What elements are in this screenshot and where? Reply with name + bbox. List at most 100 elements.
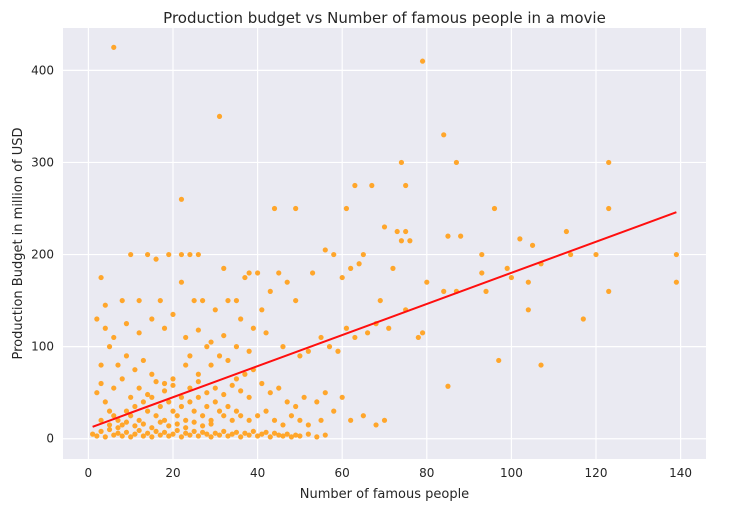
data-point <box>254 413 261 419</box>
data-point <box>136 385 142 391</box>
data-point <box>297 353 303 359</box>
data-point <box>94 390 100 396</box>
data-point <box>293 205 299 212</box>
data-point <box>517 236 523 242</box>
data-point <box>145 251 151 258</box>
x-tick-labels: 0 20 40 60 80 100 120 140 <box>85 466 693 480</box>
data-point <box>212 430 218 436</box>
data-point <box>132 403 138 410</box>
data-point <box>199 297 206 304</box>
data-point <box>305 422 311 428</box>
data-point <box>263 330 269 336</box>
data-point <box>276 385 282 391</box>
data-point <box>195 379 201 385</box>
fit-line-group <box>92 211 677 428</box>
data-point <box>157 419 163 425</box>
data-point <box>128 394 134 400</box>
data-point <box>360 413 366 419</box>
data-points <box>90 44 679 440</box>
data-point <box>233 408 240 414</box>
data-point <box>271 205 278 212</box>
data-point <box>102 325 108 331</box>
data-point <box>318 417 324 423</box>
data-point <box>94 433 100 439</box>
data-point <box>115 362 121 368</box>
data-point <box>254 270 261 276</box>
data-point <box>161 417 168 423</box>
data-point <box>204 431 210 437</box>
data-point <box>102 434 108 440</box>
data-point <box>115 417 121 423</box>
data-point <box>525 279 531 285</box>
x-tick-label: 80 <box>419 466 434 480</box>
data-point <box>221 428 227 434</box>
data-point <box>136 427 142 434</box>
data-point <box>293 432 299 438</box>
data-point <box>140 421 146 427</box>
data-point <box>199 423 206 429</box>
data-point <box>174 427 180 434</box>
data-point <box>123 419 130 425</box>
data-point <box>288 413 295 419</box>
data-point <box>204 344 210 350</box>
data-point <box>212 307 218 313</box>
data-point <box>538 362 544 368</box>
data-point <box>322 247 328 253</box>
data-point <box>229 382 235 388</box>
data-point <box>280 433 286 439</box>
plot-background <box>63 28 706 459</box>
data-point <box>208 339 214 345</box>
x-tick-label: 0 <box>85 466 93 480</box>
data-point <box>280 344 286 350</box>
data-point <box>178 403 185 410</box>
data-point <box>183 425 189 431</box>
data-point <box>348 265 354 271</box>
data-point <box>360 251 366 258</box>
data-point <box>187 353 193 359</box>
data-point <box>106 344 113 350</box>
data-point <box>161 388 168 394</box>
data-point <box>212 385 218 391</box>
data-point <box>246 432 252 438</box>
data-point <box>178 251 185 258</box>
data-point <box>606 159 612 166</box>
data-point <box>394 228 400 235</box>
data-point <box>111 413 117 419</box>
data-point <box>343 325 350 331</box>
data-point <box>225 357 231 364</box>
data-point <box>407 238 413 244</box>
data-point <box>195 251 201 258</box>
x-tick-label: 120 <box>585 466 608 480</box>
data-point <box>183 334 189 341</box>
fit-line <box>92 211 677 428</box>
data-point <box>242 371 248 377</box>
data-point <box>322 390 328 396</box>
data-point <box>250 325 256 331</box>
data-point <box>191 419 197 425</box>
data-point <box>178 434 185 440</box>
data-point <box>225 297 231 304</box>
data-point <box>318 334 324 341</box>
data-point <box>208 434 214 440</box>
data-point <box>305 431 311 437</box>
data-point <box>238 413 244 419</box>
data-point <box>128 413 134 419</box>
data-point <box>98 380 104 387</box>
data-point <box>673 279 679 285</box>
data-point <box>458 233 464 239</box>
data-point <box>123 321 130 327</box>
data-point <box>424 279 430 285</box>
data-point <box>161 429 168 435</box>
data-point <box>221 391 227 398</box>
x-tick-label: 40 <box>250 466 265 480</box>
data-point <box>233 429 240 435</box>
data-point <box>183 430 189 436</box>
data-point <box>293 403 299 410</box>
data-point <box>136 297 142 304</box>
data-point <box>267 288 273 294</box>
data-point <box>128 251 134 258</box>
data-point <box>314 434 320 440</box>
data-point <box>140 399 146 405</box>
data-point <box>263 408 269 414</box>
data-point <box>339 274 345 281</box>
